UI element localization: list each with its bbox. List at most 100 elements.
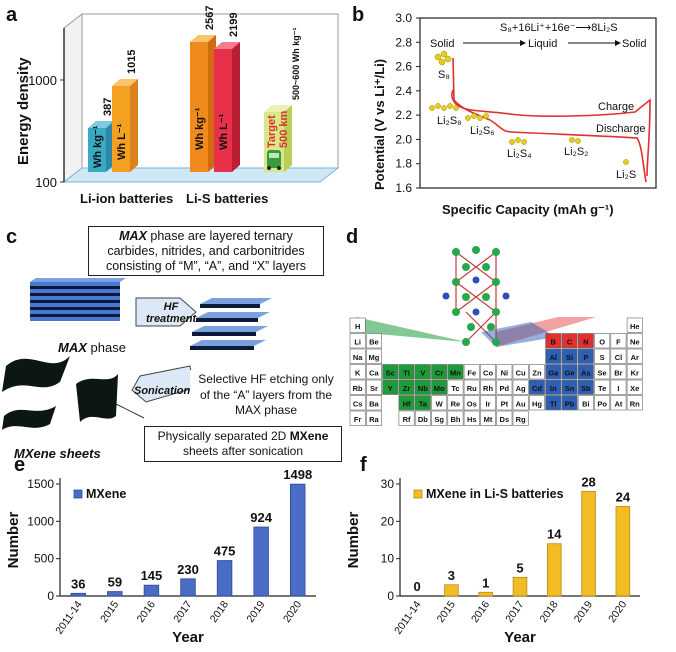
periodic-table: H He Li Be B C N O F Ne Na Mg Al Si P S Cl Ar K Ca Sc Ti V Cr Mn… (349, 317, 643, 426)
element-cell (626, 364, 643, 380)
bar-li-s-wh-kg (190, 35, 216, 172)
y-tick-label: 1000 (27, 514, 54, 528)
sonication-label: Sonication (134, 385, 191, 397)
element-cell (561, 364, 578, 380)
x-tick-label: 2018 (538, 599, 561, 625)
molecule-li2s8-icon (429, 103, 459, 111)
y-tick-label: 30 (381, 477, 395, 491)
y-tick-label: 0 (387, 589, 394, 603)
element-symbol: Db (418, 415, 428, 424)
tick-label: 2.0 (395, 132, 412, 146)
panel-e-chart: 0 500 1000 1500 36 2011-14 59 2015 145 2016 230 201… (5, 467, 316, 646)
element-cell (349, 364, 366, 380)
element-symbol: Sc (386, 369, 395, 378)
element-symbol: Rb (353, 384, 363, 393)
x-tick-label: 2015 (98, 599, 121, 625)
element-cell (480, 395, 496, 411)
element-cell (545, 333, 562, 349)
axis-tick-100: 100 (35, 175, 57, 190)
element-cell (626, 317, 643, 333)
element-symbol: Cd (532, 384, 542, 393)
element-symbol: Bh (450, 415, 460, 424)
bar (289, 483, 306, 597)
max-layer-stack (30, 278, 126, 321)
etching-description: Selective HF etching only of the “A” lay… (190, 370, 342, 422)
element-symbol: Ds (500, 415, 510, 424)
element-symbol: F (616, 338, 621, 347)
species-li2s: Li₂S (616, 169, 636, 181)
element-symbol: Fr (354, 415, 362, 424)
element-cell (480, 379, 496, 395)
element-cell (414, 410, 431, 426)
element-cell (447, 379, 464, 395)
bar-value-label-1: 387 (102, 98, 114, 116)
element-symbol: Ni (501, 369, 509, 378)
y-tick-label: 10 (381, 552, 395, 566)
element-symbol: Sb (581, 384, 591, 393)
species-li2s6: Li₂S₆ (470, 125, 495, 137)
bar-unit-label-2: Wh L⁻¹ (116, 123, 128, 160)
bar (615, 506, 631, 597)
element-symbol: W (436, 400, 444, 409)
element-symbol: P (583, 353, 588, 362)
panel-b-chart: 1.6 1.8 2.0 2.2 2.4 2.6 2.8 3.0 Potential (V vs… (372, 11, 657, 217)
panel-b-y-ticks: 1.6 1.8 2.0 2.2 2.4 2.6 2.8 3.0 (395, 11, 420, 195)
element-symbol: Ag (516, 384, 526, 393)
panel-d-illustration: H He Li Be B C N O F Ne Na Mg Al Si P S Cl Ar K Ca Sc Ti V Cr Mn… (349, 246, 643, 426)
bar-value-label: 230 (177, 562, 199, 577)
max-term: MAX (119, 229, 147, 243)
element-cell (447, 395, 464, 411)
car-icon (267, 150, 281, 170)
element-symbol: Cl (615, 353, 623, 362)
element-cell (545, 348, 562, 364)
mxene-sheet-2 (76, 374, 118, 422)
element-cell (496, 379, 513, 395)
mxene-sheet-3 (2, 406, 56, 430)
element-cell (398, 379, 415, 395)
element-cell (529, 379, 545, 395)
element-cell (349, 379, 366, 395)
element-symbol: In (550, 384, 557, 393)
hf-treatment-label: HF treatment (146, 301, 197, 325)
bar (478, 591, 493, 597)
bar-value-label: 1 (482, 575, 489, 590)
element-symbol: Si (566, 353, 573, 362)
element-cell (349, 395, 366, 411)
panel-label-f: f (360, 454, 367, 476)
tick-label: 2.2 (395, 108, 412, 122)
tick-label: 1.8 (395, 157, 412, 171)
element-symbol: Sn (565, 384, 575, 393)
charge-curve (451, 89, 651, 177)
mxene-sheets-term: MXene sheets (14, 446, 101, 461)
element-symbol: Po (597, 400, 607, 409)
y-axis-label: Number (5, 512, 22, 569)
discharge-label: Discharge (596, 123, 646, 135)
element-cell (594, 348, 611, 364)
element-symbol: Se (598, 369, 607, 378)
element-cell (431, 410, 448, 426)
bar-value-label: 36 (71, 576, 85, 591)
element-cell (545, 364, 562, 380)
element-cell (349, 410, 366, 426)
element-cell (545, 395, 562, 411)
bar (547, 543, 562, 597)
tick-label: 1.6 (395, 181, 412, 195)
x-axis-label: Year (172, 629, 204, 646)
target-km: 500 km (278, 110, 290, 148)
crystal-structure-icon (356, 246, 596, 347)
element-cell (365, 395, 382, 411)
legend-swatch (413, 489, 423, 499)
molecule-li2s2-icon (569, 137, 581, 144)
bar-value-label: 3 (448, 568, 455, 583)
bar-li-ion-wh-l (112, 79, 138, 172)
element-cell (414, 379, 431, 395)
etched-layer-stack (190, 298, 272, 350)
element-cell (561, 333, 578, 349)
element-cell (398, 364, 415, 380)
panel-c-illustration (2, 278, 272, 430)
element-symbol: Mn (450, 369, 461, 378)
element-symbol: Nb (418, 384, 428, 393)
element-symbol: Te (598, 384, 606, 393)
legend-swatch (73, 489, 83, 499)
x-tick-label: 2016 (469, 599, 492, 625)
